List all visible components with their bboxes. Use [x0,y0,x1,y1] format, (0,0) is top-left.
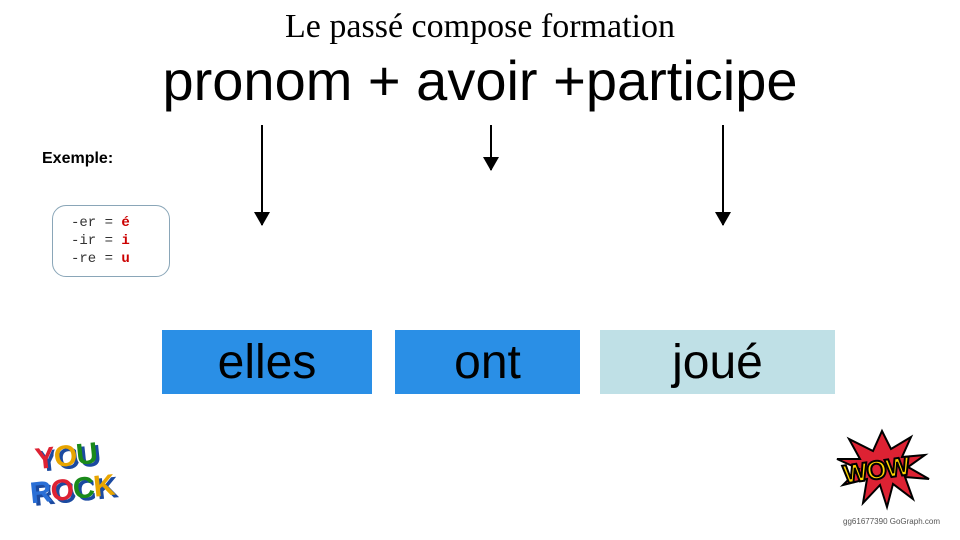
word-avoir: ont [395,330,580,394]
image-attribution: gg61677390 GoGraph.com [843,517,940,526]
example-label: Exemple: [42,150,113,168]
arrow-participe [722,125,724,225]
ending-row-re: -re = u [71,250,169,268]
ending-row-er: -er = é [71,214,169,232]
you-rock-sticker: YOU ROCK [20,435,150,520]
arrow-avoir [490,125,492,170]
formula-text: pronom + avoir +participe [0,48,960,113]
arrow-pronom [261,125,263,225]
endings-box: -er = é -ir = i -re = u [52,205,170,277]
page-title: Le passé compose formation [0,8,960,46]
word-participe: joué [600,330,835,394]
ending-row-ir: -ir = i [71,232,169,250]
word-pronom: elles [162,330,372,394]
wow-sticker: WOW [825,427,940,512]
